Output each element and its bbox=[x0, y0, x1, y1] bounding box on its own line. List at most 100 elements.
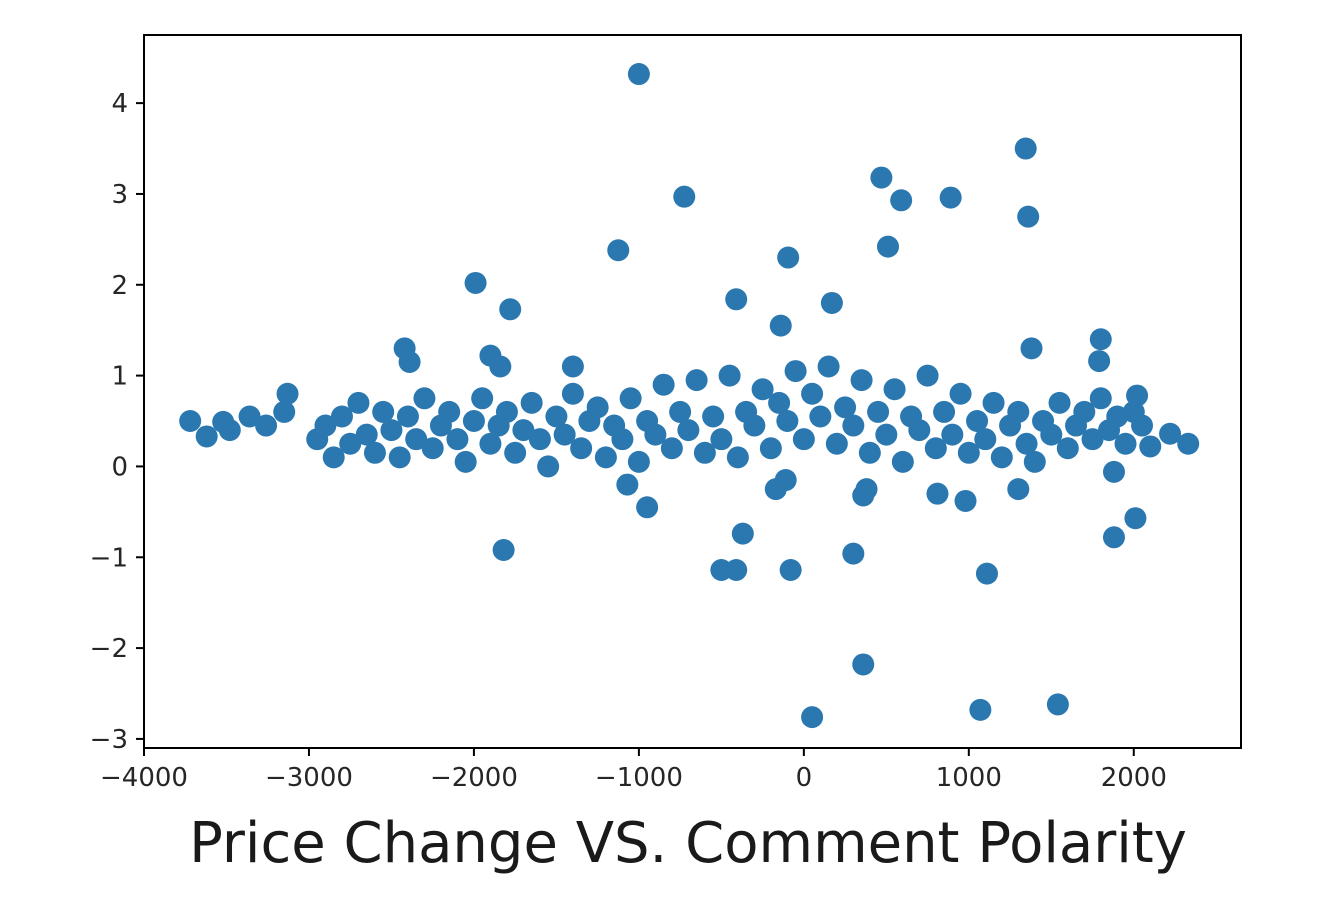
data-point bbox=[949, 382, 972, 405]
data-point bbox=[1007, 478, 1030, 501]
data-point bbox=[255, 414, 278, 437]
data-point bbox=[512, 419, 535, 442]
data-point bbox=[616, 473, 639, 496]
data-point bbox=[1114, 432, 1137, 455]
data-point bbox=[537, 455, 560, 478]
data-point bbox=[504, 441, 527, 464]
data-point bbox=[673, 185, 696, 208]
data-point bbox=[784, 360, 807, 383]
data-point bbox=[852, 484, 875, 507]
data-point bbox=[1131, 414, 1154, 437]
data-point bbox=[438, 400, 461, 423]
data-point bbox=[876, 235, 899, 258]
data-point bbox=[611, 428, 634, 451]
data-point bbox=[974, 428, 997, 451]
data-point bbox=[1023, 450, 1046, 473]
x-axis: −4000 −3000 −2000 −1000 0 1000 2000 bbox=[100, 748, 1167, 793]
data-point bbox=[933, 400, 956, 423]
data-point bbox=[195, 425, 218, 448]
data-point bbox=[421, 437, 444, 460]
data-point bbox=[218, 419, 241, 442]
data-point bbox=[495, 400, 518, 423]
x-tick-label: −2000 bbox=[430, 763, 518, 793]
y-tick-label: −1 bbox=[90, 543, 128, 573]
data-point bbox=[464, 271, 487, 294]
data-point bbox=[926, 482, 949, 505]
data-point bbox=[1017, 205, 1040, 228]
data-point bbox=[702, 405, 725, 428]
data-point bbox=[314, 414, 337, 437]
data-point bbox=[363, 441, 386, 464]
data-point bbox=[594, 446, 617, 469]
data-point bbox=[1126, 384, 1149, 407]
data-point bbox=[1048, 391, 1071, 414]
data-point bbox=[867, 400, 890, 423]
data-point bbox=[870, 166, 893, 189]
data-point bbox=[726, 446, 749, 469]
data-point bbox=[1089, 328, 1112, 351]
data-point bbox=[718, 364, 741, 387]
data-point bbox=[462, 410, 485, 433]
data-point bbox=[388, 446, 411, 469]
data-point bbox=[627, 450, 650, 473]
data-point bbox=[479, 432, 502, 455]
data-point bbox=[355, 423, 378, 446]
data-point bbox=[801, 382, 824, 405]
data-point bbox=[817, 355, 840, 378]
x-tick-label: −1000 bbox=[595, 763, 683, 793]
data-point bbox=[1124, 507, 1147, 530]
data-point bbox=[322, 446, 345, 469]
y-tick-label: 1 bbox=[111, 362, 128, 392]
data-point bbox=[776, 410, 799, 433]
data-point bbox=[561, 355, 584, 378]
data-point bbox=[850, 369, 873, 392]
data-point bbox=[619, 387, 642, 410]
data-point bbox=[1106, 405, 1129, 428]
data-point bbox=[636, 496, 659, 519]
data-point bbox=[725, 558, 748, 581]
data-point bbox=[710, 428, 733, 451]
data-point bbox=[446, 428, 469, 451]
data-point bbox=[858, 441, 881, 464]
data-point bbox=[875, 423, 898, 446]
data-point bbox=[852, 653, 875, 676]
data-point bbox=[398, 350, 421, 373]
x-tick-label: 0 bbox=[796, 763, 813, 793]
data-point bbox=[570, 437, 593, 460]
y-tick-label: 2 bbox=[111, 271, 128, 301]
data-point bbox=[561, 382, 584, 405]
data-point bbox=[1073, 400, 1096, 423]
data-point bbox=[759, 437, 782, 460]
data-point bbox=[842, 414, 865, 437]
x-tick-label: −3000 bbox=[265, 763, 353, 793]
plot-area-frame bbox=[143, 34, 1242, 749]
data-point bbox=[273, 400, 296, 423]
data-point bbox=[834, 396, 857, 419]
data-point bbox=[939, 186, 962, 209]
data-point bbox=[801, 706, 824, 729]
data-point bbox=[1056, 437, 1079, 460]
data-point bbox=[957, 441, 980, 464]
data-point bbox=[743, 414, 766, 437]
data-point bbox=[825, 432, 848, 455]
x-tick-label: −4000 bbox=[100, 763, 188, 793]
x-tick-label: 2000 bbox=[1101, 763, 1167, 793]
data-point bbox=[660, 437, 683, 460]
data-point bbox=[891, 450, 914, 473]
data-point bbox=[916, 364, 939, 387]
data-point bbox=[779, 558, 802, 581]
data-point bbox=[1020, 337, 1043, 360]
data-point bbox=[969, 698, 992, 721]
data-point bbox=[627, 63, 650, 86]
data-point bbox=[586, 396, 609, 419]
data-point bbox=[677, 419, 700, 442]
data-point bbox=[769, 314, 792, 337]
data-point bbox=[975, 562, 998, 585]
data-point bbox=[842, 542, 865, 565]
data-point bbox=[454, 450, 477, 473]
data-point bbox=[179, 410, 202, 433]
data-point bbox=[1088, 350, 1111, 373]
data-point bbox=[1081, 428, 1104, 451]
data-point bbox=[396, 405, 419, 428]
